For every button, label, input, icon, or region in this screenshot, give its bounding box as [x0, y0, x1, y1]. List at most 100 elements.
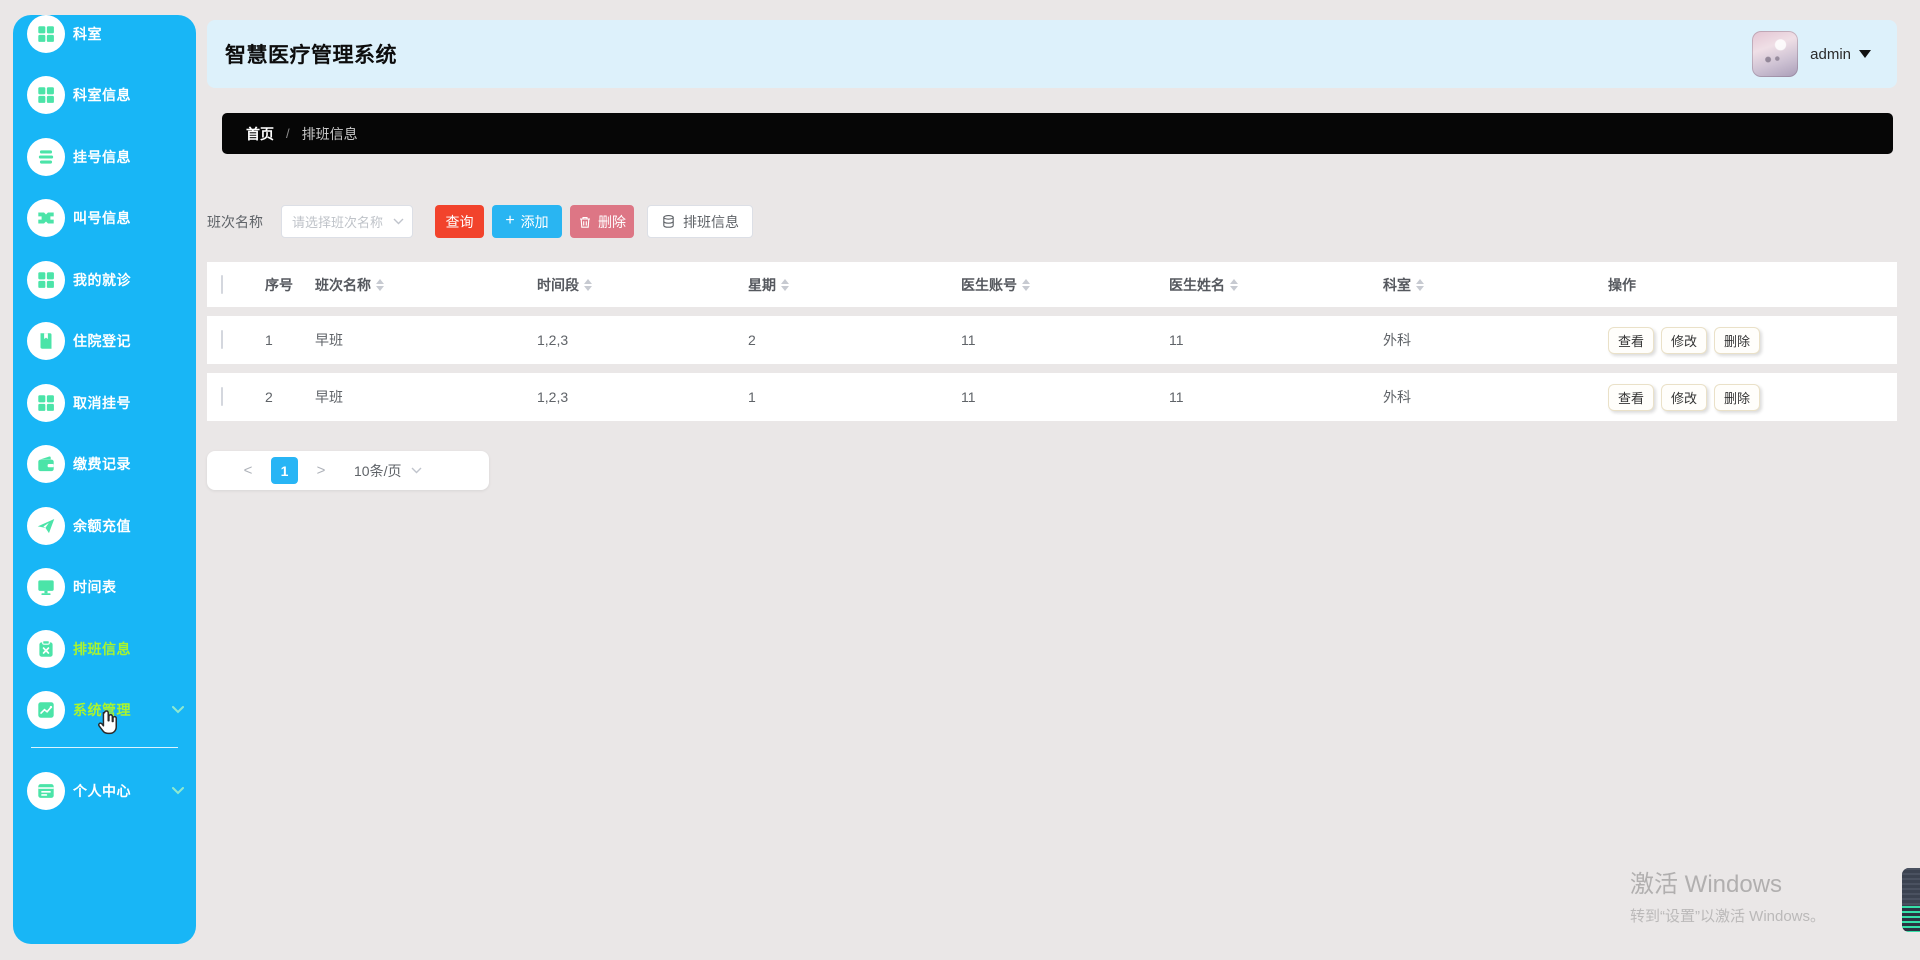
view-button[interactable]: 查看	[1608, 326, 1655, 354]
sidebar-item-xitongguanli[interactable]: 系统管理	[13, 680, 196, 742]
trash-icon	[580, 216, 590, 228]
sidebar-item-guahaoxinxi[interactable]: 挂号信息	[13, 126, 196, 188]
sidebar-item-label: 叫号信息	[73, 210, 131, 227]
sidebar-item-gerenzhongxin[interactable]: 个人中心	[13, 760, 196, 822]
breadcrumb-home[interactable]: 首页	[246, 125, 274, 142]
sidebar-menu: 科室 科室信息 挂号信息 叫号信息 我的就诊	[13, 15, 196, 822]
select-all-checkbox[interactable]	[221, 274, 223, 294]
grid-icon	[27, 76, 65, 115]
sort-arrows-icon[interactable]	[1022, 278, 1030, 291]
watermark-title: 激活 Windows	[1630, 871, 1783, 898]
chevron-down-icon	[172, 782, 184, 800]
table-cell: 11	[961, 332, 976, 348]
sidebar-item-label: 缴费记录	[73, 456, 131, 473]
row-checkbox[interactable]	[221, 330, 223, 349]
search-button[interactable]: 查询	[435, 205, 484, 238]
table-cell: 1,2,3	[537, 389, 569, 405]
table-row: 1 早班 1,2,3 2 11 11 外科 查看 修改 删除	[207, 316, 1897, 364]
wallet-icon	[27, 445, 65, 484]
sidebar-item-label: 科室信息	[73, 87, 131, 104]
column-label: 操作	[1608, 276, 1636, 293]
edge-widget-green-stripes	[1902, 906, 1920, 932]
sidebar-item-shijianbiao[interactable]: 时间表	[13, 557, 196, 619]
export-button[interactable]: 排班信息	[647, 205, 753, 238]
chevron-down-icon	[393, 218, 404, 225]
breadcrumb-current: 排班信息	[301, 125, 358, 142]
table-cell: 早班	[315, 332, 343, 348]
windows-watermark: 激活 Windows 转到“设置”以激活 Windows。	[1630, 864, 1825, 926]
shift-name-select[interactable]: 请选择班次名称	[281, 205, 413, 238]
sidebar-item-jiaohaoxinxi[interactable]: 叫号信息	[13, 188, 196, 250]
column-label: 序号	[265, 276, 293, 293]
add-button[interactable]: + 添加	[492, 205, 562, 238]
column-label: 医生姓名	[1169, 276, 1225, 293]
user-menu[interactable]: admin	[1752, 31, 1871, 77]
dropdown-caret-icon	[1859, 50, 1871, 58]
export-button-label: 排班信息	[683, 213, 739, 230]
sort-arrows-icon[interactable]	[584, 278, 592, 291]
sidebar-item-yuechongzhi[interactable]: 余额充值	[13, 495, 196, 557]
sidebar-item-jiaofeijilu[interactable]: 缴费记录	[13, 434, 196, 496]
sort-arrows-icon[interactable]	[376, 278, 384, 291]
sidebar-item-label: 科室	[73, 25, 102, 42]
column-header[interactable]: 星期	[748, 275, 961, 295]
sidebar-item-keshi[interactable]: 科室	[13, 15, 196, 65]
current-page-button[interactable]: 1	[271, 457, 298, 484]
add-button-label: 添加	[520, 213, 549, 230]
table-cell: 1	[748, 389, 756, 405]
grid-icon	[27, 383, 65, 422]
column-header[interactable]: 医生姓名	[1169, 275, 1383, 295]
row-checkbox[interactable]	[221, 387, 223, 406]
table-cell: 2	[748, 332, 756, 348]
plus-icon: +	[505, 212, 515, 229]
prev-page-button[interactable]: <	[243, 462, 253, 479]
column-header: 序号	[265, 275, 315, 295]
breadcrumb: 首页 / 排班信息	[222, 113, 1893, 154]
sort-arrows-icon[interactable]	[1416, 278, 1424, 291]
chevron-down-icon	[411, 467, 422, 474]
sidebar-item-keshixinxi[interactable]: 科室信息	[13, 65, 196, 127]
sidebar: 科室 科室信息 挂号信息 叫号信息 我的就诊	[13, 15, 196, 944]
table-cell: 1,2,3	[537, 332, 569, 348]
next-page-button[interactable]: >	[316, 462, 326, 479]
column-header[interactable]: 班次名称	[315, 275, 537, 295]
table-cell: 11	[1169, 332, 1184, 348]
sidebar-item-zhuyuandengji[interactable]: 住院登记	[13, 311, 196, 373]
sidebar-item-label: 我的就诊	[73, 271, 131, 288]
column-header[interactable]: 医生账号	[961, 275, 1169, 295]
table-cell: 外科	[1383, 332, 1411, 348]
sidebar-item-label: 住院登记	[73, 333, 131, 350]
view-button[interactable]: 查看	[1608, 383, 1655, 411]
card-icon	[27, 771, 65, 810]
edit-button[interactable]: 修改	[1661, 383, 1708, 411]
sidebar-item-quxiaoguahao[interactable]: 取消挂号	[13, 372, 196, 434]
monitor-icon	[27, 568, 65, 607]
delete-row-button[interactable]: 删除	[1714, 383, 1761, 411]
delete-row-button[interactable]: 删除	[1714, 326, 1761, 354]
table-cell: 2	[265, 389, 273, 405]
sort-arrows-icon[interactable]	[781, 278, 789, 291]
delete-button[interactable]: 删除	[570, 205, 634, 238]
sort-arrows-icon[interactable]	[1230, 278, 1238, 291]
bowtie-icon	[27, 199, 65, 238]
grid-icon	[27, 15, 65, 53]
edit-button[interactable]: 修改	[1661, 326, 1708, 354]
chart-icon	[27, 691, 65, 730]
page-size-select[interactable]: 10条/页	[354, 461, 422, 481]
sidebar-item-label: 余额充值	[73, 517, 131, 534]
list-icon	[27, 137, 65, 176]
avatar[interactable]	[1752, 31, 1799, 77]
column-header[interactable]: 科室	[1383, 275, 1608, 295]
column-label: 科室	[1383, 276, 1411, 293]
column-label: 班次名称	[315, 276, 371, 293]
delete-button-label: 删除	[598, 213, 626, 230]
clipboard-icon	[27, 629, 65, 668]
sidebar-item-wodejiuzhen[interactable]: 我的就诊	[13, 249, 196, 311]
sidebar-item-label: 时间表	[73, 579, 117, 596]
column-label: 星期	[748, 276, 776, 293]
column-header[interactable]: 时间段	[537, 275, 748, 295]
page-size-label: 10条/页	[354, 462, 402, 479]
page-title: 智慧医疗管理系统	[225, 44, 397, 67]
sidebar-item-paibanxinxi[interactable]: 排班信息	[13, 618, 196, 680]
